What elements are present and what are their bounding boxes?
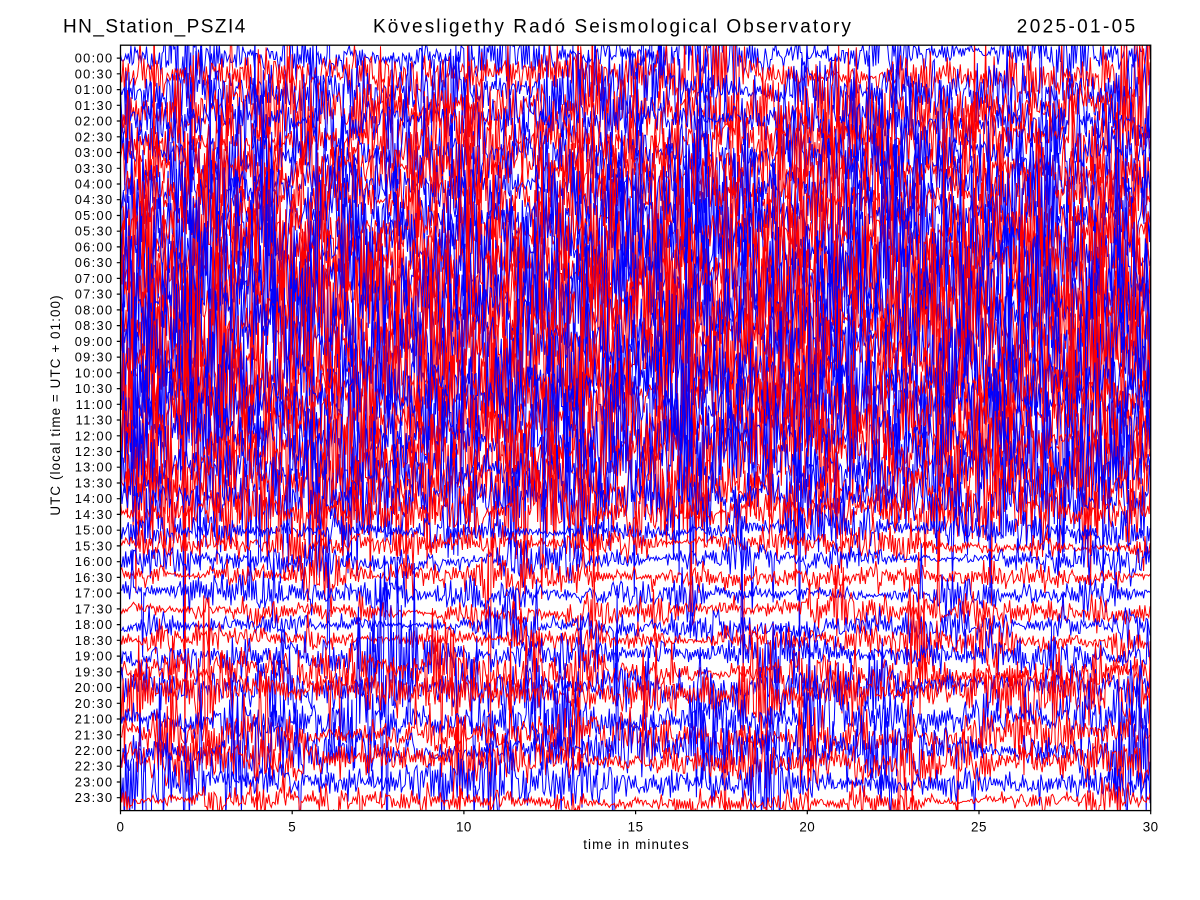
svg-text:20:30: 20:30 [75, 696, 114, 711]
svg-text:00:30: 00:30 [75, 66, 114, 81]
svg-text:13:30: 13:30 [75, 476, 114, 491]
svg-text:16:30: 16:30 [75, 570, 114, 585]
svg-text:Kövesligethy Radó Seismologica: Kövesligethy Radó Seismological Observat… [373, 17, 853, 38]
svg-text:04:00: 04:00 [75, 177, 114, 192]
svg-text:14:00: 14:00 [75, 491, 114, 506]
svg-text:19:30: 19:30 [75, 664, 114, 679]
svg-text:06:30: 06:30 [75, 255, 114, 270]
svg-text:5: 5 [288, 820, 296, 835]
svg-text:11:30: 11:30 [76, 413, 114, 428]
svg-text:11:00: 11:00 [76, 397, 114, 412]
svg-text:30: 30 [1143, 820, 1159, 835]
svg-text:08:00: 08:00 [75, 302, 114, 317]
svg-text:18:30: 18:30 [75, 633, 114, 648]
svg-text:02:30: 02:30 [75, 129, 114, 144]
svg-text:01:00: 01:00 [75, 82, 114, 97]
svg-text:10: 10 [456, 820, 472, 835]
svg-text:20:00: 20:00 [75, 680, 114, 695]
svg-text:06:00: 06:00 [75, 239, 114, 254]
svg-text:03:30: 03:30 [75, 161, 114, 176]
svg-text:15:30: 15:30 [75, 538, 114, 553]
svg-text:02:00: 02:00 [75, 114, 114, 129]
svg-text:20: 20 [799, 820, 815, 835]
svg-text:2025-01-05: 2025-01-05 [1017, 17, 1138, 38]
svg-text:08:30: 08:30 [75, 318, 114, 333]
svg-text:05:00: 05:00 [75, 208, 114, 223]
svg-text:25: 25 [971, 820, 987, 835]
svg-text:22:00: 22:00 [75, 743, 114, 758]
svg-text:17:00: 17:00 [75, 586, 114, 601]
svg-text:05:30: 05:30 [75, 224, 114, 239]
svg-text:15: 15 [628, 820, 644, 835]
svg-text:23:00: 23:00 [75, 775, 114, 790]
svg-text:10:00: 10:00 [75, 365, 114, 380]
svg-text:HN_Station_PSZI4: HN_Station_PSZI4 [63, 17, 247, 38]
svg-text:23:30: 23:30 [75, 790, 114, 805]
svg-text:UTC (local time = UTC + 01:00): UTC (local time = UTC + 01:00) [48, 294, 63, 515]
svg-text:09:00: 09:00 [75, 334, 114, 349]
svg-text:21:00: 21:00 [75, 712, 114, 727]
svg-text:time in minutes: time in minutes [583, 837, 690, 852]
svg-text:00:00: 00:00 [75, 51, 114, 66]
svg-text:17:30: 17:30 [75, 601, 114, 616]
svg-text:16:00: 16:00 [75, 554, 114, 569]
svg-text:03:00: 03:00 [75, 145, 114, 160]
svg-text:01:30: 01:30 [75, 98, 114, 113]
svg-text:14:30: 14:30 [75, 507, 114, 522]
svg-text:18:00: 18:00 [75, 617, 114, 632]
svg-text:12:00: 12:00 [75, 428, 114, 443]
svg-text:07:30: 07:30 [75, 287, 114, 302]
svg-text:10:30: 10:30 [75, 381, 114, 396]
svg-text:04:30: 04:30 [75, 192, 114, 207]
svg-text:13:00: 13:00 [75, 460, 114, 475]
svg-text:0: 0 [117, 820, 125, 835]
svg-text:21:30: 21:30 [75, 727, 114, 742]
svg-text:15:00: 15:00 [75, 523, 114, 538]
svg-text:22:30: 22:30 [75, 759, 114, 774]
svg-text:12:30: 12:30 [75, 444, 114, 459]
svg-text:09:30: 09:30 [75, 350, 114, 365]
svg-text:19:00: 19:00 [75, 649, 114, 664]
svg-text:07:00: 07:00 [75, 271, 114, 286]
